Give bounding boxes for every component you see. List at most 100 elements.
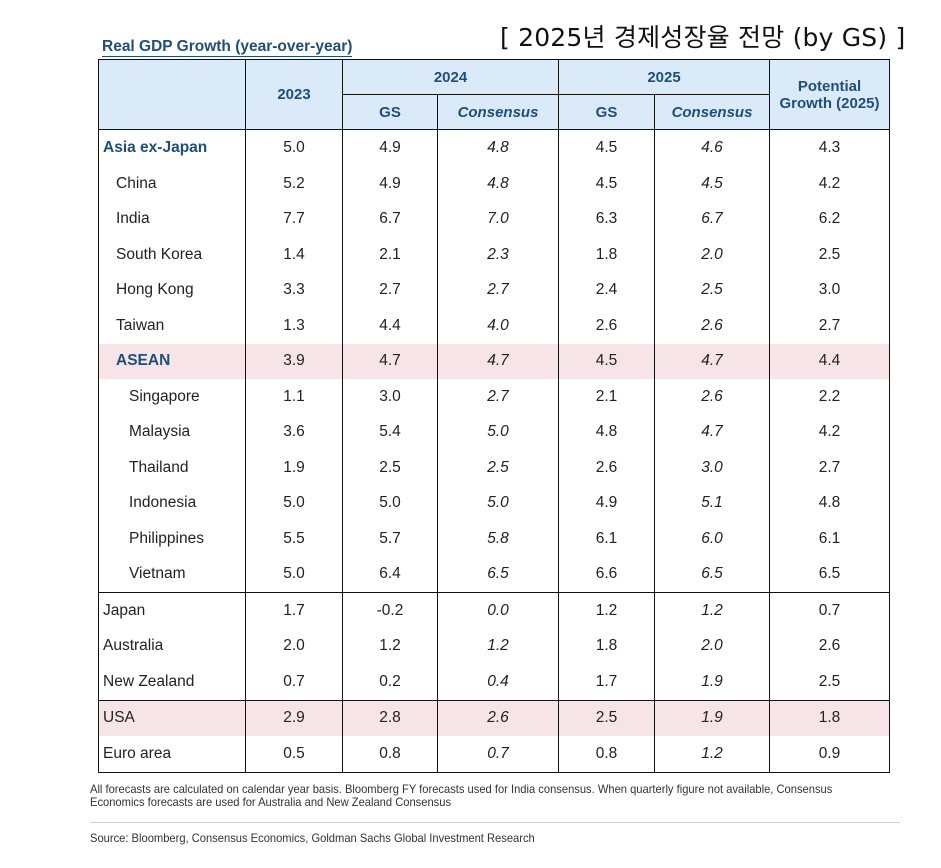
korean-title: [ 2025년 경제성장율 전망 (by GS) ] [500, 23, 906, 52]
value-potential-growth: 0.9 [769, 736, 890, 773]
value-2024-consensus: 5.8 [437, 521, 559, 557]
value-2025-consensus: 1.2 [654, 592, 770, 629]
value-2024-consensus: 2.5 [437, 450, 559, 486]
value-potential-growth: 4.8 [769, 485, 890, 521]
table-row: India 7.7 6.7 7.0 6.3 6.7 6.2 [98, 201, 890, 237]
row-label: Indonesia [98, 485, 246, 521]
value-potential-growth: 2.2 [769, 379, 890, 415]
row-label: Japan [98, 592, 246, 629]
row-label: India [98, 201, 246, 237]
value-2025-gs: 2.4 [558, 272, 655, 308]
value-2025-consensus: 5.1 [654, 485, 770, 521]
value-potential-growth: 4.2 [769, 414, 890, 450]
value-2024-gs: 5.0 [342, 485, 438, 521]
value-2024-gs: 2.1 [342, 237, 438, 273]
value-potential-growth: 6.2 [769, 201, 890, 237]
table-row: Japan 1.7 -0.2 0.0 1.2 1.2 0.7 [98, 592, 890, 629]
header-2024-gs: GS [342, 94, 438, 130]
table-row: China 5.2 4.9 4.8 4.5 4.5 4.2 [98, 166, 890, 202]
value-2024-consensus: 2.6 [437, 699, 559, 736]
value-potential-growth: 4.2 [769, 166, 890, 202]
value-2024-consensus: 4.8 [437, 166, 559, 202]
value-2024-consensus: 7.0 [437, 201, 559, 237]
value-2024-consensus: 4.7 [437, 343, 559, 379]
value-2025-gs: 4.5 [558, 343, 655, 379]
source-note: Source: Bloomberg, Consensus Economics, … [90, 831, 535, 845]
value-potential-growth: 2.5 [769, 237, 890, 273]
value-2025-consensus: 4.6 [654, 129, 770, 166]
value-2024-consensus: 4.0 [437, 308, 559, 344]
value-2023: 1.9 [245, 450, 343, 486]
header-potential-growth: Potential Growth (2025) [769, 59, 890, 130]
value-2025-consensus: 2.0 [654, 628, 770, 664]
value-2025-gs: 6.3 [558, 201, 655, 237]
value-2024-gs: 6.4 [342, 556, 438, 593]
value-2025-gs: 0.8 [558, 736, 655, 773]
value-2025-gs: 6.1 [558, 521, 655, 557]
value-2025-consensus: 1.9 [654, 699, 770, 736]
value-potential-growth: 6.1 [769, 521, 890, 557]
value-2023: 7.7 [245, 201, 343, 237]
value-2024-consensus: 6.5 [437, 556, 559, 593]
table-row: Thailand 1.9 2.5 2.5 2.6 3.0 2.7 [98, 450, 890, 486]
value-2024-consensus: 5.0 [437, 485, 559, 521]
value-2023: 2.9 [245, 699, 343, 736]
value-2025-gs: 4.8 [558, 414, 655, 450]
table-row: Taiwan 1.3 4.4 4.0 2.6 2.6 2.7 [98, 308, 890, 344]
value-2024-consensus: 5.0 [437, 414, 559, 450]
table-row: Hong Kong 3.3 2.7 2.7 2.4 2.5 3.0 [98, 272, 890, 308]
row-label: South Korea [98, 237, 246, 273]
table-row: ASEAN 3.9 4.7 4.7 4.5 4.7 4.4 [98, 343, 890, 379]
value-2025-gs: 1.2 [558, 592, 655, 629]
value-potential-growth: 1.8 [769, 699, 890, 736]
value-potential-growth: 2.5 [769, 664, 890, 700]
header-2024: 2024 [342, 59, 559, 95]
value-2024-consensus: 2.7 [437, 379, 559, 415]
value-2025-gs: 1.8 [558, 237, 655, 273]
value-2023: 5.5 [245, 521, 343, 557]
row-label: Philippines [98, 521, 246, 557]
header-2023: 2023 [245, 59, 343, 130]
table-row: Singapore 1.1 3.0 2.7 2.1 2.6 2.2 [98, 379, 890, 415]
table-row: New Zealand 0.7 0.2 0.4 1.7 1.9 2.5 [98, 664, 890, 700]
value-2023: 1.7 [245, 592, 343, 629]
value-2023: 1.3 [245, 308, 343, 344]
divider [90, 822, 900, 823]
value-2023: 5.0 [245, 556, 343, 593]
value-2025-gs: 2.6 [558, 450, 655, 486]
value-2023: 3.3 [245, 272, 343, 308]
table-row: USA 2.9 2.8 2.6 2.5 1.9 1.8 [98, 699, 890, 736]
value-2023: 3.6 [245, 414, 343, 450]
table-row: Philippines 5.5 5.7 5.8 6.1 6.0 6.1 [98, 521, 890, 557]
header-blank [98, 59, 246, 130]
value-2025-gs: 2.6 [558, 308, 655, 344]
value-2023: 2.0 [245, 628, 343, 664]
value-2024-gs: 6.7 [342, 201, 438, 237]
header-2025: 2025 [558, 59, 770, 95]
row-label: Hong Kong [98, 272, 246, 308]
value-2025-gs: 1.7 [558, 664, 655, 700]
row-label: Euro area [98, 736, 246, 773]
header-2025-gs: GS [558, 94, 655, 130]
table-row: Malaysia 3.6 5.4 5.0 4.8 4.7 4.2 [98, 414, 890, 450]
value-2024-gs: 5.7 [342, 521, 438, 557]
row-label: Malaysia [98, 414, 246, 450]
value-2025-consensus: 4.7 [654, 414, 770, 450]
row-label: Vietnam [98, 556, 246, 593]
value-2025-gs: 1.8 [558, 628, 655, 664]
value-potential-growth: 2.6 [769, 628, 890, 664]
value-2024-gs: 3.0 [342, 379, 438, 415]
table-title: Real GDP Growth (year-over-year) [102, 38, 353, 57]
value-2025-consensus: 6.5 [654, 556, 770, 593]
value-2023: 0.5 [245, 736, 343, 773]
value-2024-consensus: 1.2 [437, 628, 559, 664]
value-2024-gs: 4.9 [342, 166, 438, 202]
value-potential-growth: 0.7 [769, 592, 890, 629]
row-label: ASEAN [98, 343, 246, 379]
row-label: Asia ex-Japan [98, 129, 246, 166]
value-2024-consensus: 2.3 [437, 237, 559, 273]
value-2024-gs: 0.8 [342, 736, 438, 773]
value-2025-consensus: 1.9 [654, 664, 770, 700]
table-row: South Korea 1.4 2.1 2.3 1.8 2.0 2.5 [98, 237, 890, 273]
value-2024-gs: 2.8 [342, 699, 438, 736]
